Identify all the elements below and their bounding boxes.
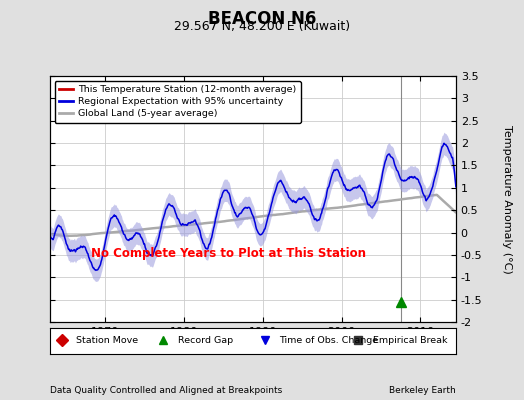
Text: No Complete Years to Plot at This Station: No Complete Years to Plot at This Statio… <box>91 247 366 260</box>
Text: BEACON N6: BEACON N6 <box>208 10 316 28</box>
Y-axis label: Temperature Anomaly (°C): Temperature Anomaly (°C) <box>502 125 512 273</box>
Text: Data Quality Controlled and Aligned at Breakpoints: Data Quality Controlled and Aligned at B… <box>50 386 282 395</box>
Text: Time of Obs. Change: Time of Obs. Change <box>279 336 378 345</box>
Text: Station Move: Station Move <box>76 336 138 345</box>
Legend: This Temperature Station (12-month average), Regional Expectation with 95% uncer: This Temperature Station (12-month avera… <box>54 81 301 123</box>
Text: 29.567 N, 48.200 E (Kuwait): 29.567 N, 48.200 E (Kuwait) <box>174 20 350 33</box>
Text: Record Gap: Record Gap <box>178 336 233 345</box>
Text: Empirical Break: Empirical Break <box>373 336 447 345</box>
Text: Berkeley Earth: Berkeley Earth <box>389 386 456 395</box>
